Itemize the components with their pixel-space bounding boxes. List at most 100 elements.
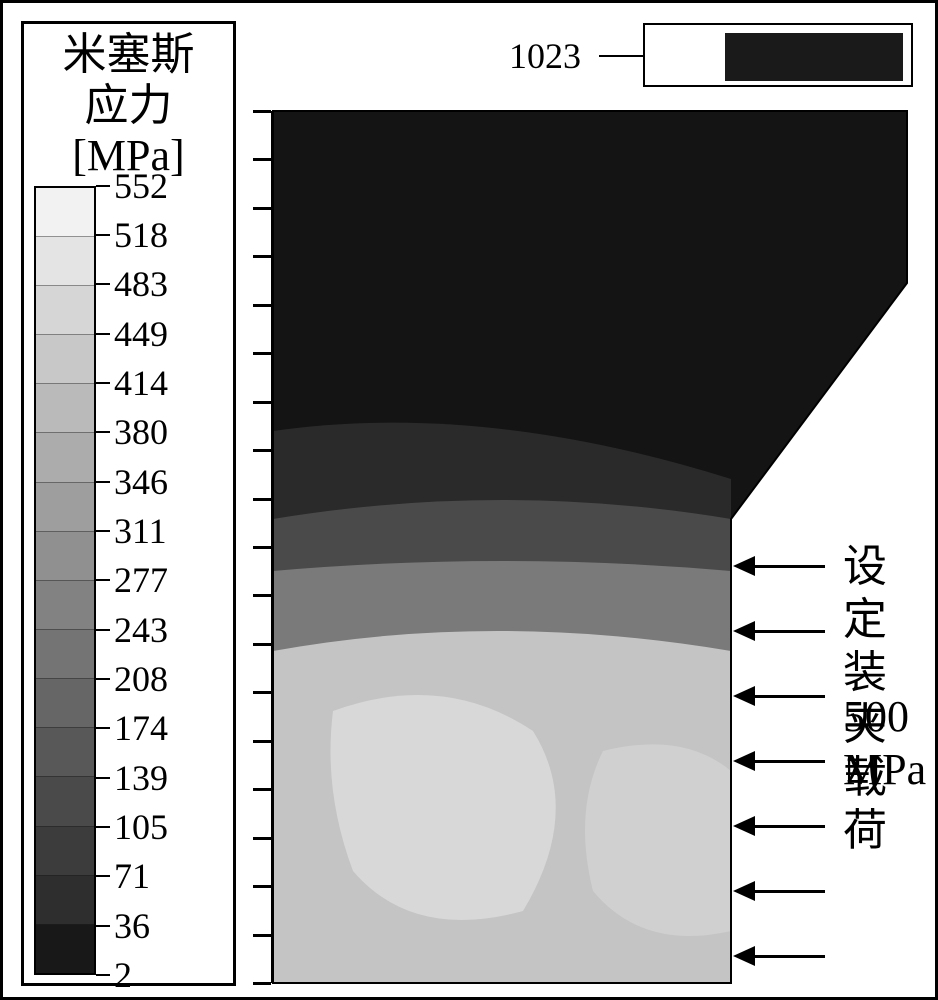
legend-tick-label: 2: [114, 957, 132, 993]
load-arrow: [733, 686, 825, 706]
arrow-shaft: [755, 695, 825, 698]
load-arrow: [733, 881, 825, 901]
legend-tick: [96, 629, 110, 631]
axis-tick: [253, 643, 271, 646]
legend-swatch: [36, 188, 94, 237]
legend-swatch: [36, 876, 94, 925]
legend-swatch: [36, 532, 94, 581]
legend-swatch: [36, 286, 94, 335]
legend-tick-label: 311: [114, 513, 167, 549]
legend-tick: [96, 579, 110, 581]
callout-inner-block: [725, 33, 903, 81]
legend-ticks: [96, 186, 110, 975]
legend-tick: [96, 727, 110, 729]
legend-swatch: [36, 777, 94, 826]
arrow-head-icon: [733, 621, 755, 641]
legend-title-line2: 应力: [63, 81, 195, 132]
arrow-head-icon: [733, 751, 755, 771]
axis-tick: [253, 837, 271, 840]
load-value-text: 500 MPa: [843, 691, 926, 797]
arrow-shaft: [755, 825, 825, 828]
legend-tick: [96, 826, 110, 828]
callout-value: 1023: [509, 35, 581, 77]
load-arrow: [733, 816, 825, 836]
arrow-head-icon: [733, 686, 755, 706]
legend-tick-label: 518: [114, 217, 168, 253]
legend-tick: [96, 481, 110, 483]
legend-title-line1: 米塞斯: [63, 30, 195, 81]
arrow-shaft: [755, 890, 825, 893]
legend-body: 5525184834494143803463112772432081741391…: [24, 186, 233, 983]
legend-swatch: [36, 728, 94, 777]
legend-tick-label: 346: [114, 464, 168, 500]
legend-tick-label: 243: [114, 612, 168, 648]
legend-swatch: [36, 433, 94, 482]
axis-tick: [253, 207, 271, 210]
legend-tick-label: 36: [114, 908, 150, 944]
load-label-line1: 设定: [843, 541, 923, 647]
load-arrow: [733, 556, 825, 576]
legend-tick-label: 449: [114, 316, 168, 352]
axis-tick: [253, 740, 271, 743]
axis-tick: [253, 401, 271, 404]
legend-panel: 米塞斯 应力 [MPa] 552 518 483 449 414 380 346 311 277…: [21, 21, 236, 986]
legend-tick-label: 139: [114, 760, 168, 796]
legend-swatch: [36, 679, 94, 728]
legend-tick: [96, 530, 110, 532]
legend-tick: [96, 283, 110, 285]
legend-tick-label: 414: [114, 365, 168, 401]
legend-tick-label: 483: [114, 266, 168, 302]
legend-tick: [96, 925, 110, 927]
axis-line: [271, 111, 273, 983]
arrow-head-icon: [733, 881, 755, 901]
arrow-shaft: [755, 565, 825, 568]
arrow-shaft: [755, 630, 825, 633]
axis-tick: [253, 546, 271, 549]
legend-swatch: [36, 335, 94, 384]
legend-tick-label: 208: [114, 661, 168, 697]
legend-tick-label: 174: [114, 710, 168, 746]
load-arrow: [733, 621, 825, 641]
legend-title: 米塞斯 应力 [MPa]: [61, 24, 197, 186]
legend-tick: [96, 185, 110, 187]
callout-box: [643, 23, 913, 87]
legend-labels: 5525184834494143803463112772432081741391…: [110, 186, 227, 975]
load-arrow: [733, 751, 825, 771]
legend-tick-label: 105: [114, 809, 168, 845]
legend-swatch: [36, 581, 94, 630]
axis-tick: [253, 691, 271, 694]
arrow-shaft: [755, 955, 825, 958]
axis-tick: [253, 885, 271, 888]
figure-frame: 米塞斯 应力 [MPa] 552 518 483 449 414 380 346 311 277…: [0, 0, 938, 1000]
axis-tick: [253, 304, 271, 307]
axis-tick: [253, 449, 271, 452]
legend-tick-label: 277: [114, 562, 168, 598]
legend-tick-label: 71: [114, 858, 150, 894]
contour-figure: 1023 设定 装夹载荷 500 MPa: [263, 11, 923, 996]
legend-tick-label: 552: [114, 168, 168, 204]
axis-tick: [253, 594, 271, 597]
legend-swatch: [36, 483, 94, 532]
legend-tick: [96, 234, 110, 236]
load-arrow: [733, 946, 825, 966]
legend-tick: [96, 431, 110, 433]
legend-swatch: [36, 925, 94, 973]
legend-swatch: [36, 237, 94, 286]
axis-tick: [253, 110, 271, 113]
legend-tick: [96, 382, 110, 384]
legend-swatch: [36, 630, 94, 679]
legend-tick: [96, 777, 110, 779]
legend-swatch: [36, 384, 94, 433]
axis-tick: [253, 498, 271, 501]
axis-tick: [253, 934, 271, 937]
axis-tick: [253, 255, 271, 258]
legend-tick: [96, 875, 110, 877]
axis-tick: [253, 788, 271, 791]
load-unit: MPa: [843, 744, 926, 797]
axis-tick: [253, 982, 271, 985]
arrow-head-icon: [733, 556, 755, 576]
arrow-head-icon: [733, 946, 755, 966]
axis-tick: [253, 158, 271, 161]
legend-tick-label: 380: [114, 414, 168, 450]
load-value: 500: [843, 691, 926, 744]
